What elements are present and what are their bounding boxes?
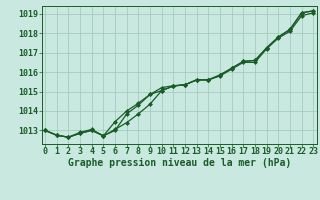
X-axis label: Graphe pression niveau de la mer (hPa): Graphe pression niveau de la mer (hPa) — [68, 158, 291, 168]
